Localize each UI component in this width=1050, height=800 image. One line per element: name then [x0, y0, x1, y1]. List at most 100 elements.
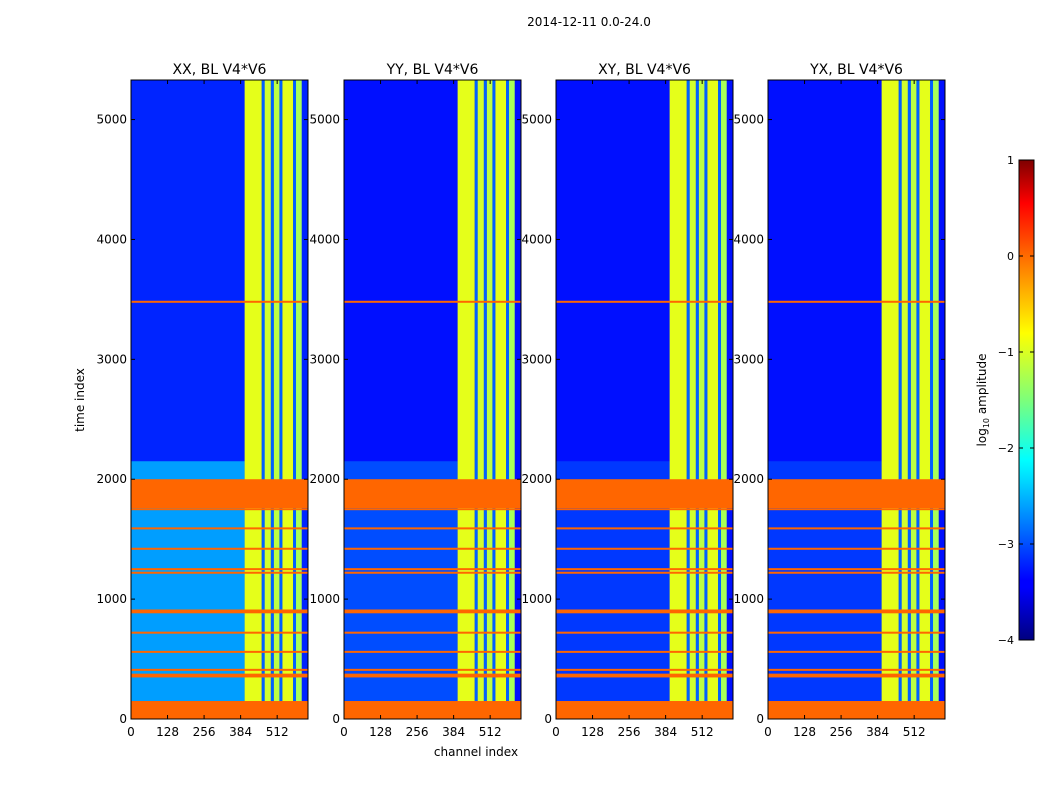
x-tick-label: 256 — [618, 725, 641, 739]
flag-line — [556, 611, 733, 614]
flag-line — [556, 571, 733, 574]
y-tick-label: 1000 — [521, 592, 552, 606]
panel-title: YX, BL V4*V6 — [809, 62, 903, 78]
flag-line — [344, 631, 521, 634]
flag-line — [344, 675, 521, 678]
heatmap-panel: YX, BL V4*V6 0 128 256 384 512 0 1000 2000 3000 40… — [733, 62, 946, 739]
flag-line — [344, 650, 521, 653]
flag-line — [344, 668, 521, 671]
y-tick-label: 2000 — [521, 472, 552, 486]
flag-line — [131, 609, 308, 612]
x-tick-label: 128 — [369, 725, 392, 739]
colorbar-ticks: 1 0 −1 −2 −3 −4 — [998, 154, 1034, 647]
x-tick-label: 256 — [193, 725, 216, 739]
panel-title: YY, BL V4*V6 — [386, 62, 479, 78]
flag-line — [768, 527, 945, 530]
x-tick-label: 128 — [793, 725, 816, 739]
colorbar-tick-label: −2 — [998, 442, 1014, 455]
colorbar-tick-label: 1 — [1007, 154, 1014, 167]
panel-title: XY, BL V4*V6 — [598, 62, 691, 78]
flag-line — [556, 508, 733, 511]
panel-frame — [343, 79, 522, 720]
flag-line — [768, 508, 945, 511]
y-tick-label: 2000 — [733, 472, 764, 486]
flag-line — [131, 568, 308, 571]
y-tick-label: 3000 — [96, 352, 127, 366]
flagged-block — [131, 701, 308, 719]
x-tick-label: 0 — [340, 725, 348, 739]
x-tick-label: 512 — [691, 725, 714, 739]
heatmap-channel-band — [282, 80, 294, 719]
flagged-block — [131, 479, 308, 508]
x-tick-label: 256 — [406, 725, 429, 739]
heatmap-channel-band — [296, 80, 302, 719]
flag-line — [344, 673, 521, 676]
y-tick-label: 4000 — [733, 232, 764, 246]
panel-frame — [555, 79, 734, 720]
flag-line — [131, 571, 308, 574]
flag-line — [556, 568, 733, 571]
colorbar-gradient — [1018, 159, 1035, 641]
flag-line — [344, 547, 521, 550]
x-tick-label: 512 — [266, 725, 289, 739]
heatmap-channel-gap — [279, 80, 283, 719]
y-axis-label: time index — [73, 368, 87, 432]
heatmap-channel-band — [933, 80, 939, 719]
heatmap-channel-band — [698, 80, 705, 719]
heatmap-channel-gap — [718, 80, 722, 719]
flag-line — [556, 668, 733, 671]
flag-line — [131, 300, 308, 303]
x-axis-label: channel index — [434, 745, 518, 759]
flag-line — [131, 668, 308, 671]
flag-line — [131, 508, 308, 511]
heatmap-channel-band — [919, 80, 931, 719]
heatmap-channel-band — [689, 80, 696, 719]
heatmap-panel: YY, BL V4*V6 0 128 256 384 512 0 1000 2000 3000 40… — [309, 62, 522, 739]
y-tick-label: 3000 — [309, 352, 340, 366]
heatmap-channel-gap — [907, 80, 911, 719]
heatmap-channel-band — [881, 80, 899, 719]
flag-line — [131, 673, 308, 676]
heatmap-channel-band — [509, 80, 515, 719]
x-tick-label: 0 — [552, 725, 560, 739]
flag-line — [556, 673, 733, 676]
flag-line — [131, 650, 308, 653]
flagged-block — [556, 701, 733, 719]
heatmap-channel-gap — [695, 80, 699, 719]
colorbar-tick-label: −4 — [998, 634, 1014, 647]
x-tick-label: 512 — [903, 725, 926, 739]
y-tick-label: 3000 — [733, 352, 764, 366]
flag-line — [556, 675, 733, 678]
flag-line — [768, 611, 945, 614]
heatmap-channel-gap — [506, 80, 510, 719]
x-tick-label: 384 — [654, 725, 677, 739]
flag-line — [768, 668, 945, 671]
flag-line — [768, 609, 945, 612]
y-tick-label: 0 — [544, 712, 552, 726]
y-tick-label: 1000 — [309, 592, 340, 606]
figure-title: 2014-12-11 0.0-24.0 — [527, 15, 651, 29]
heatmap-channel-gap — [483, 80, 487, 719]
flag-line — [556, 527, 733, 530]
flag-line — [768, 568, 945, 571]
flag-line — [768, 547, 945, 550]
x-tick-label: 128 — [581, 725, 604, 739]
flag-line — [556, 609, 733, 612]
flag-line — [344, 609, 521, 612]
y-tick-label: 0 — [332, 712, 340, 726]
flagged-block — [768, 701, 945, 719]
y-tick-label: 4000 — [521, 232, 552, 246]
panel-title: XX, BL V4*V6 — [173, 62, 267, 78]
colorbar-tick-label: −1 — [998, 346, 1014, 359]
colorbar-tick-label: −3 — [998, 538, 1014, 551]
heatmap-channel-gap — [916, 80, 920, 719]
flag-line — [344, 527, 521, 530]
flag-line — [768, 571, 945, 574]
heatmap-channel-gap — [293, 80, 297, 719]
colorbar: 10−1−2−3−4 log10 amplitude — [975, 154, 1035, 647]
flag-line — [768, 300, 945, 303]
flag-line — [768, 631, 945, 634]
heatmap-panel: XX, BL V4*V6 0 128 256 384 512 0 1000 2000 3000 40… — [96, 62, 309, 739]
heatmap-channel-band — [707, 80, 719, 719]
